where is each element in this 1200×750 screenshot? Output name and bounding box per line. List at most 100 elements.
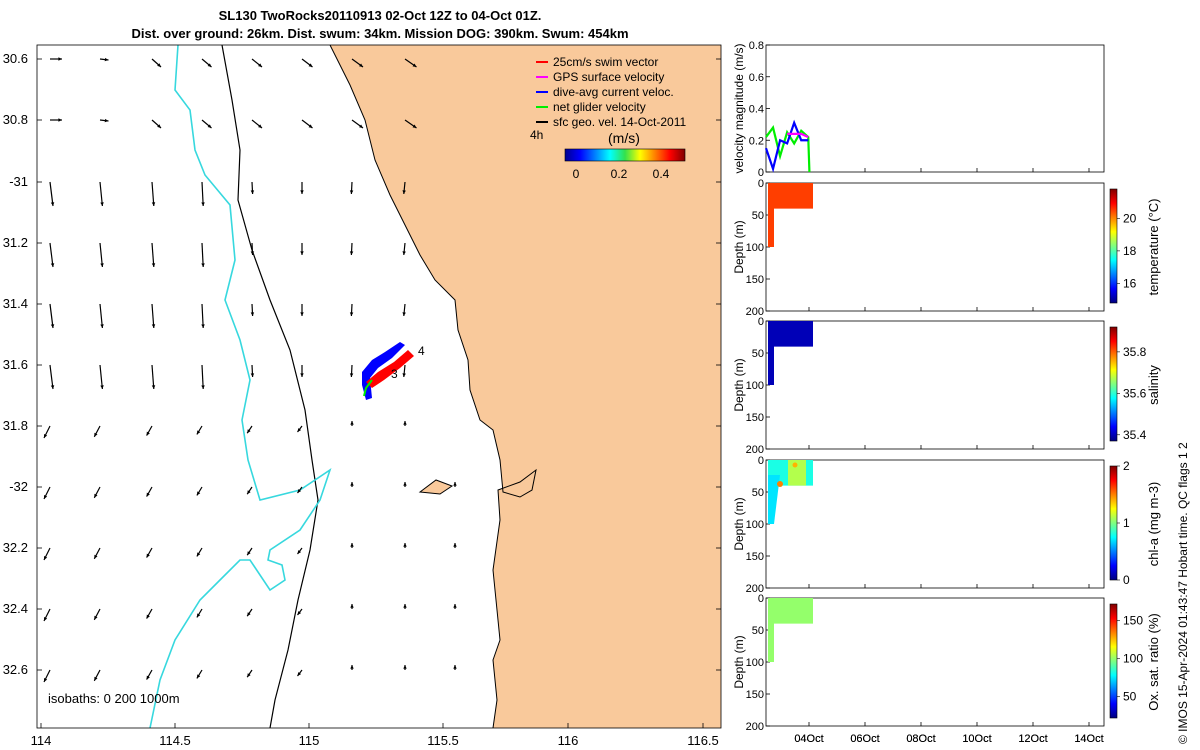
geo-vector-head [350,665,354,669]
y-tick-label: 0.6 [749,72,764,84]
geo-vector-head [94,554,98,559]
velocity-series-line [787,132,809,139]
geo-vector-head [201,263,205,267]
y-tick-label: 0 [758,455,764,467]
geo-vector-head [247,673,251,678]
x-tick-label: 14Oct [1074,733,1103,745]
y-tick-label: 50 [752,625,764,637]
geo-vector-head [247,429,251,434]
geo-vector-head [250,373,255,377]
panel-frame [765,320,1105,450]
geo-vector-head [58,57,62,61]
geo-vector-head [359,124,363,128]
geo-vector-head [146,431,150,436]
colorbar-label: Ox. sat. ratio (%) [1146,613,1161,711]
geo-vector-head [201,385,205,389]
panel-4: 0 50 100 150 200 Depth (m) 0 1 2 chl-a (mg m-3) [732,455,1161,595]
map-y-tick-label: 31.6 [3,357,28,372]
speed-colorbar [564,148,686,162]
map-x-tick-label: 116.5 [687,733,719,748]
geo-vector-head [94,432,98,437]
geo-vector-head [50,385,55,389]
y-tick-label: 100 [746,519,764,531]
profile-block [768,321,813,385]
geo-vector-head [403,482,407,486]
geo-vector [151,303,155,329]
map-y-tick-label: 30.6 [3,51,28,66]
geo-vector-head [196,613,201,618]
x-tick-label: 10Oct [962,733,991,745]
colorbar-tick-label: 0 [1123,573,1130,587]
geo-vector-head [58,118,62,122]
y-tick-label: 0 [758,178,764,190]
y-axis-label: Depth (m) [732,358,746,411]
imos-footer: © IMOS 15-Apr-2024 01:43:47 Hobart time.… [1176,442,1190,744]
map-y-tick-label: -31 [9,174,28,189]
track-label-3: 3 [391,367,398,381]
geo-vector [201,242,204,268]
coastline-isobath-0 [329,45,537,728]
velocity-series-line [764,119,809,173]
geo-vector-head [100,263,104,267]
colorbar-tick-label: 35.6 [1123,386,1147,400]
geo-vector-head [350,421,354,425]
geo-vector [201,181,204,207]
geo-vector-head [403,543,407,547]
panel-2: 0 50 100 150 200 Depth (m) 16 18 20 temperature (… [732,178,1161,318]
y-tick-label: 0 [758,167,764,179]
geo-vector-head [300,251,304,255]
colorbar-tick-label: 35.4 [1123,428,1147,442]
map-frame [36,44,722,729]
geo-vector-head [297,489,302,493]
legend-label: net glider velocity [553,100,646,114]
speed-colorbar-tick-1: 0.2 [611,167,628,181]
geo-vector-head [258,63,262,67]
geo-vector-head [308,124,313,128]
geo-vector-head [297,550,302,554]
geo-vector [49,364,54,390]
geo-vector-head [201,202,205,206]
geo-vector-head [349,190,354,194]
profile-block [768,598,813,662]
geo-vector-head [196,552,201,557]
colorbar [1109,465,1118,581]
geo-vector-head [104,57,109,62]
geo-vector-head [207,124,212,128]
geo-vector-head [157,63,161,67]
geo-vector-head [258,124,262,128]
geo-vector-head [151,263,156,267]
geo-vector-head [359,63,363,67]
geo-vector-head [207,63,212,67]
geo-vector-head [402,190,406,194]
geo-vector-head [196,491,201,496]
geo-vector-head [44,495,48,499]
map-x-axis: 114 114.5 115 115.5 116 116.5 [31,723,719,748]
isobaths-label: isobaths: 0 200 1000m [48,691,180,706]
geo-vector-head [297,428,302,432]
geo-vector-head [201,324,205,328]
track-green [363,379,373,397]
geo-vector-head [94,615,98,620]
map-y-tick-label: 32.4 [3,601,28,616]
y-tick-label: 200 [746,306,764,318]
map-y-tick-label: 31.4 [3,296,28,311]
geo-vector-head [50,202,55,206]
geo-vector-head [349,312,354,316]
geo-vector-head [349,373,354,377]
map-y-axis: 30.630.8-3131.231.431.631.8-3232.232.432… [3,51,721,677]
geo-vector-head [100,385,104,389]
geo-vector-head [297,611,302,615]
colorbar-tick-label: 16 [1123,276,1137,290]
x-tick-label: 04Oct [794,733,823,745]
geo-vector-head [402,312,406,316]
colorbar-label: chl-a (mg m-3) [1146,482,1161,567]
map-x-tick-label: 114 [31,733,52,748]
x-tick-label: 08Oct [906,733,935,745]
colorbar-tick-label: 20 [1123,211,1137,225]
x-tick-label: 04Oct [794,733,823,745]
map-y-tick-label: 31.2 [3,235,28,250]
island [418,479,454,495]
geo-vector [99,303,103,329]
